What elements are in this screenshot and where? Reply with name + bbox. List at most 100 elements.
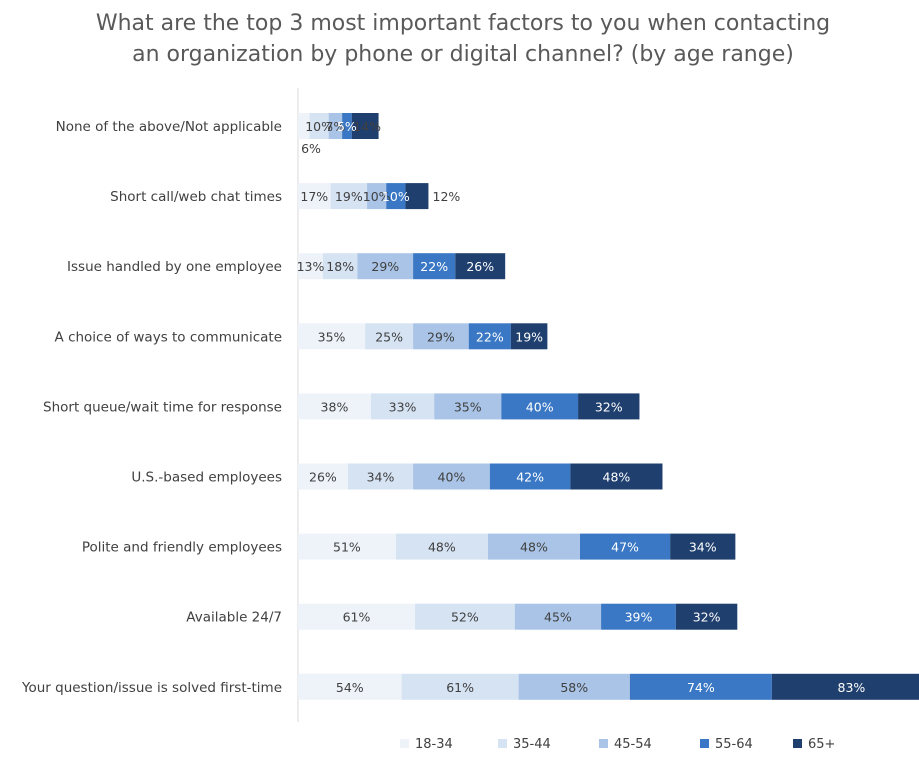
data-label: 74%	[687, 680, 715, 695]
bar-segment	[298, 393, 371, 420]
data-label: 6%	[301, 141, 321, 156]
data-label: 48%	[428, 540, 456, 555]
category-label: Short queue/wait time for response	[43, 399, 282, 415]
bar-segment	[330, 183, 368, 210]
data-label: 29%	[427, 329, 455, 344]
category-label: Your question/issue is solved first-time	[21, 680, 282, 696]
data-label: 35%	[318, 329, 346, 344]
data-label: 26%	[466, 259, 494, 274]
bar-segment	[298, 183, 331, 210]
data-label: 32%	[693, 610, 721, 625]
bar-segment	[434, 393, 502, 420]
data-label: 32%	[595, 399, 623, 414]
data-label: 19%	[335, 189, 363, 204]
bar-segment	[309, 113, 329, 139]
category-label: Issue handled by one employee	[67, 259, 282, 275]
bar-segment	[413, 253, 456, 280]
legend-swatch	[599, 739, 608, 748]
bar-segment	[357, 253, 414, 280]
bar-segment	[455, 253, 506, 280]
data-label: 54%	[336, 680, 364, 695]
data-label: 47%	[611, 540, 639, 555]
bar-segment	[413, 463, 490, 490]
bar-segment	[518, 673, 630, 700]
chart-title-line: an organization by phone or digital chan…	[132, 42, 794, 67]
data-label: 51%	[333, 540, 361, 555]
legend-label: 55-64	[715, 737, 753, 752]
bar-segment	[298, 253, 323, 280]
bar-segment	[322, 253, 358, 280]
data-label: 39%	[625, 610, 653, 625]
data-label: 40%	[526, 399, 554, 414]
bar-segment	[468, 323, 511, 350]
category-label: Short call/web chat times	[110, 189, 282, 205]
data-label: 22%	[420, 259, 448, 274]
bar-segment	[415, 603, 515, 630]
data-label: 25%	[375, 329, 403, 344]
bar-segment	[489, 463, 571, 490]
data-label: 26%	[309, 470, 337, 485]
data-label: 18%	[326, 259, 354, 274]
legend-label: 45-54	[614, 737, 652, 752]
bar-segment	[579, 533, 671, 560]
data-labels: 6%10%7%5%14%17% 19% 10%10% 12%13% 18% 29% 22% 2…	[297, 119, 866, 695]
legend-swatch	[400, 739, 409, 748]
bar-segment	[405, 183, 429, 210]
data-label: 5%	[337, 119, 357, 134]
category-label: U.S.-based employees	[131, 470, 282, 486]
bar-segment	[365, 323, 414, 350]
category-label: Available 24/7	[186, 610, 282, 626]
data-label: 48%	[603, 470, 631, 485]
data-label: 10%	[363, 189, 391, 204]
legend-label: 65+	[808, 737, 835, 752]
chart-title: What are the top 3 most important factor…	[96, 11, 830, 67]
bar-segment	[386, 183, 406, 210]
data-label: 33%	[389, 399, 417, 414]
bar-segment	[514, 603, 602, 630]
data-label: 34%	[689, 540, 717, 555]
bar-segment	[298, 463, 348, 490]
data-label: 34%	[367, 470, 395, 485]
bar-segment	[670, 533, 736, 560]
category-label: A choice of ways to communicate	[55, 329, 282, 345]
data-label: 29%	[371, 259, 399, 274]
bar-segment	[328, 113, 343, 139]
data-label: 14%	[353, 119, 381, 134]
bar-segment	[675, 603, 738, 630]
bar-segment	[578, 393, 640, 420]
data-label: 83%	[838, 680, 866, 695]
data-label: 22%	[476, 329, 504, 344]
bar-segment	[351, 113, 379, 139]
data-label: 12%	[433, 189, 461, 204]
bar-segment	[570, 463, 663, 490]
data-label: 19%	[515, 329, 543, 344]
data-label: 38%	[321, 399, 349, 414]
bar-segment	[298, 603, 416, 630]
bar-segment	[601, 603, 676, 630]
data-label: 61%	[446, 680, 474, 695]
bar-segment	[629, 673, 772, 700]
legend-swatch	[498, 739, 507, 748]
data-label: 7%	[325, 119, 345, 134]
data-label: 48%	[520, 540, 548, 555]
bar-segment	[501, 393, 579, 420]
data-label: 61%	[343, 610, 371, 625]
data-label: 40%	[438, 470, 466, 485]
data-label: 10%	[305, 119, 333, 134]
bar-segment	[298, 113, 310, 139]
bar-segment	[395, 533, 488, 560]
category-label: Polite and friendly employees	[82, 540, 282, 556]
bar-segments	[298, 113, 919, 700]
bar-segment	[771, 673, 919, 700]
bar-segment	[298, 323, 366, 350]
data-label: 58%	[560, 680, 588, 695]
legend: 18-34 35-44 45-54 55-64 65+	[400, 737, 835, 752]
data-label: 35%	[454, 399, 482, 414]
bar-segment	[298, 533, 396, 560]
category-label: None of the above/Not applicable	[56, 119, 282, 135]
bar-segment	[370, 393, 435, 420]
data-label: 17%	[300, 189, 328, 204]
bar-segment	[367, 183, 387, 210]
bar-segment	[413, 323, 469, 350]
chart-title-line: What are the top 3 most important factor…	[96, 11, 830, 36]
